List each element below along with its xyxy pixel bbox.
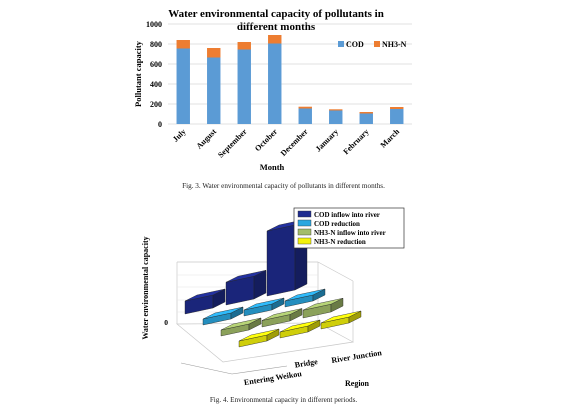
figure4-axis-line — [180, 362, 233, 375]
figure4-region-label: Bridge — [294, 357, 319, 370]
figure4-zlabel: Water environmental capacity — [141, 236, 150, 339]
figure3-yticks: 0 200 400 600 800 1000 — [146, 20, 162, 129]
figure3-ytick-label: 200 — [150, 100, 162, 109]
figure3-xlabel: Month — [260, 162, 285, 172]
figure3-bar-nh3-n — [176, 40, 190, 49]
figure4-legend-swatch — [297, 228, 312, 236]
figure3-caption: Fig. 3. Water environmental capacity of … — [182, 182, 385, 190]
figure3-bar-cod — [329, 110, 343, 124]
figure3-bar-nh3-n — [359, 112, 373, 114]
figure4-caption: Fig. 4. Environmental capacity in differ… — [209, 396, 358, 404]
figure3-bar-nh3-n — [390, 107, 404, 109]
figure4-bar-top — [302, 298, 344, 311]
figure3-legend-label: NH3-N — [382, 40, 407, 49]
figure3-xtick-label: July — [171, 127, 188, 144]
figure4-legend-label: NH3-N inflow into river — [314, 229, 386, 237]
figure4-region-label: Entering Weikou — [243, 369, 303, 387]
figure3-legend: COD NH3-N — [338, 40, 407, 49]
figure4-ticks: 0 — [164, 318, 168, 327]
figure3-xtick-label: January — [314, 127, 340, 153]
figure3-chart: Water environmental capacity of pollutan… — [133, 8, 412, 172]
figure3-bars — [176, 35, 404, 124]
figure3-bar-nh3-n — [207, 48, 221, 58]
figure3-ylabel: Pollutant capacity — [133, 40, 143, 107]
figure4-bar-top — [184, 288, 226, 302]
figure3-xtick-label: September — [216, 127, 249, 160]
figure4-bar-top — [261, 308, 303, 321]
figure4-bar-top — [238, 328, 280, 342]
figure4-legend-label: NH3-N reduction — [314, 238, 366, 246]
figure4-legend-label: COD inflow into river — [314, 211, 380, 219]
figure4-bar-top — [320, 310, 362, 324]
figure3-bar-nh3-n — [298, 106, 312, 109]
figure4-ztick-label: 0 — [164, 318, 168, 327]
figure3-legend-swatch — [374, 41, 380, 47]
figure3-legend-swatch — [338, 41, 344, 47]
figure4-xlabel: Region — [345, 379, 370, 388]
figure4-bars — [184, 218, 362, 348]
figure3-bar-cod — [268, 43, 282, 124]
figure3-ytick-label: 0 — [158, 120, 162, 129]
figure3-bar-cod — [359, 113, 373, 124]
figure4-legend-swatch — [297, 219, 312, 227]
figure3-bar-cod — [298, 108, 312, 124]
figure3-bar-nh3-n — [268, 35, 282, 44]
figure3-xtick-label: December — [279, 127, 310, 158]
figure4-back-edge — [317, 261, 354, 282]
figure4-bar-top — [279, 319, 321, 333]
figure3-title-line2: different months — [237, 21, 316, 33]
figure4-bar-front — [266, 224, 296, 297]
figure3-xtick-label: March — [379, 127, 402, 150]
figure3-bar-nh3-n — [329, 109, 343, 111]
figure3-xtick-label: August — [195, 127, 219, 151]
figure3-bar-cod — [176, 48, 190, 124]
figure3-bar-cod — [207, 57, 221, 124]
figure4-legend-swatch — [297, 237, 312, 245]
figure3-xtick-label: October — [253, 127, 279, 153]
figure3-grid — [168, 23, 412, 125]
figure4-region-label: River Junction — [331, 348, 383, 365]
figure3-ytick-label: 800 — [150, 40, 162, 49]
figure4-legend-box — [293, 207, 405, 249]
figure4-floor — [176, 322, 355, 363]
figure4-bar-top — [284, 288, 326, 302]
figure3-ytick-label: 1000 — [146, 20, 162, 29]
figure4-legend-label: COD reduction — [314, 220, 360, 228]
figure4-bar-top — [225, 270, 267, 283]
figure4-chart: 0 Water environmental capacity Region En… — [141, 207, 405, 388]
figure3-title-line1: Water environmental capacity of pollutan… — [168, 8, 384, 20]
figure3-xtick-label: February — [341, 127, 370, 156]
figure3-ytick-label: 400 — [150, 80, 162, 89]
figure4-axis-line — [231, 365, 288, 375]
figure3-bar-cod — [237, 49, 251, 124]
figure4-bar-top — [202, 306, 244, 320]
figure3-ytick-label: 600 — [150, 60, 162, 69]
figure4-bar-top — [220, 317, 262, 331]
figure3-bar-cod — [390, 109, 404, 124]
figure3-bar-nh3-n — [237, 42, 251, 50]
figure4-legend-swatch — [297, 210, 312, 218]
figure4-bar-top — [243, 297, 285, 311]
figure3-legend-label: COD — [346, 40, 364, 49]
